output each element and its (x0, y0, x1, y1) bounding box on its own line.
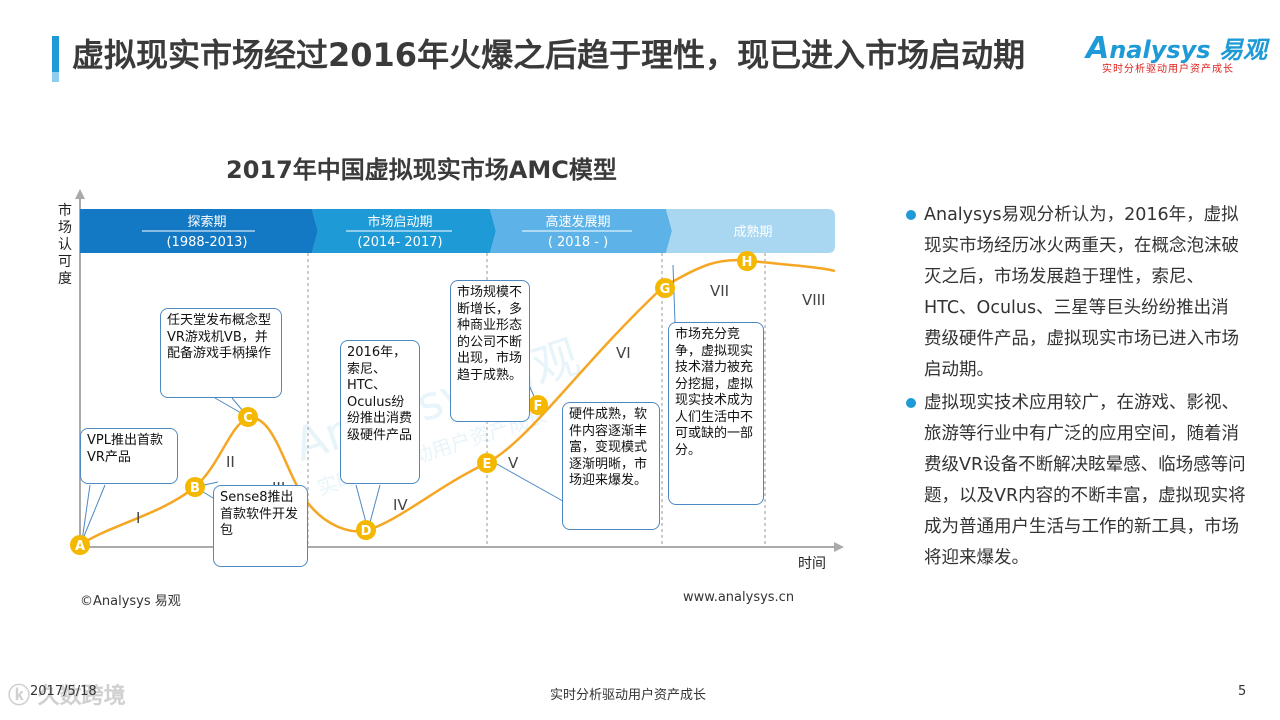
curve-point-marker (70, 535, 90, 555)
phase-period: (2014- 2017) (357, 235, 442, 250)
phase-banner-maturity (666, 209, 835, 253)
curve-point-label: D (361, 524, 372, 539)
callout-2016-hardware: 2016年，索尼、HTC、Oculus纷纷推出消费级硬件产品 (340, 340, 420, 484)
analysis-text: Analysys易观分析认为，2016年，虚拟现实市场经历冰火两重天，在概念泡沫… (924, 205, 1239, 380)
callout-pointer (494, 462, 571, 506)
bullet-icon (906, 398, 916, 408)
phase-name: 成熟期 (733, 224, 772, 240)
stage-label: IV (393, 496, 408, 514)
stage-label: VIII (802, 291, 826, 309)
analysis-list: Analysys易观分析认为，2016年，虚拟现实市场经历冰火两重天，在概念泡沫… (906, 200, 1246, 576)
analysis-item: Analysys易观分析认为，2016年，虚拟现实市场经历冰火两重天，在概念泡沫… (906, 200, 1246, 386)
curve-point-marker (737, 251, 757, 271)
amc-model-diagram: Analysys易观 实时分析驱动用户资产成长 探索期 (1988-2013) … (58, 189, 844, 572)
amc-curve (79, 258, 836, 547)
curve-point-marker (655, 278, 675, 298)
website-text: www.analysys.cn (683, 590, 795, 605)
phase-name: 探索期 (187, 215, 226, 230)
curve-point-h: H (737, 251, 757, 271)
stage-label: VII (710, 282, 729, 300)
stage-label: I (136, 509, 140, 527)
y-axis-label-char: 市 (58, 202, 72, 219)
curve-point-marker (477, 453, 497, 473)
x-axis-label: 时间 (798, 556, 826, 572)
stage-label: V (508, 454, 519, 472)
footer-date: 2017/5/18 (30, 684, 97, 699)
logo-wordmark: Analysys 易观 (1086, 30, 1267, 66)
curve-point-g: G (655, 278, 675, 298)
phase-name: 市场启动期 (367, 214, 432, 230)
curve-point-label: H (742, 255, 753, 270)
curve-point-e: E (477, 453, 497, 473)
phase-period: (1988-2013) (166, 235, 247, 250)
curve-point-label: G (660, 282, 671, 297)
callout-outbreak: 硬件成熟，软件内容逐渐丰富，变现模式逐渐明晰，市场迎来爆发。 (562, 402, 660, 530)
analysis-text: 虚拟现实技术应用较广，在游戏、影视、旅游等行业中有广泛的应用空间，随着消费级VR… (924, 393, 1246, 568)
stage-label: VI (616, 344, 631, 362)
callout-competition: 市场充分竞争，虚拟现实技术潜力被充分挖掘，虚拟现实技术成为人们生活中不可或缺的一… (668, 322, 764, 505)
y-axis-label-char: 度 (58, 271, 72, 287)
curve-point-c: C (238, 407, 258, 427)
y-axis-arrow (75, 189, 85, 199)
analysis-item: 虚拟现实技术应用较广，在游戏、影视、旅游等行业中有广泛的应用空间，随着消费级VR… (906, 388, 1246, 574)
logo-text: nalysys 易观 (1109, 36, 1267, 64)
y-axis-label-char: 认 (58, 237, 72, 253)
phase-period: ( 2018 - ) (548, 235, 608, 250)
logo-letter: A (1086, 31, 1110, 66)
curve-point-marker (528, 395, 548, 415)
curve-point-label: B (190, 481, 200, 496)
callout-pointer (672, 264, 695, 324)
analysys-logo: Analysys 易观 实时分析驱动用户资产成长 (1086, 30, 1267, 76)
page-number: 5 (1238, 684, 1247, 699)
diagram-title: 2017年中国虚拟现实市场AMC模型 (226, 156, 617, 184)
curve-point-marker (185, 477, 205, 497)
y-axis-label-char: 场 (58, 220, 72, 236)
copyright-text: ©Analysys 易观 (80, 594, 181, 609)
footer-slogan: 实时分析驱动用户资产成长 (550, 688, 707, 703)
logo-tagline: 实时分析驱动用户资产成长 (1102, 64, 1234, 75)
curve-point-label: A (75, 539, 85, 554)
phase-name: 高速发展期 (545, 214, 610, 230)
curve-point-f: F (528, 395, 548, 415)
callout-sense8: Sense8推出首款软件开发包 (213, 485, 308, 567)
x-axis-arrow (834, 542, 844, 552)
bullet-icon (906, 210, 916, 220)
stage-label: II (226, 453, 235, 471)
y-axis-label-char: 可 (58, 254, 72, 270)
title-accent-bar-light (52, 72, 59, 82)
curve-point-marker (238, 407, 258, 427)
curve-point-label: C (243, 411, 253, 426)
callout-market-growth: 市场规模不断增长，多种商业形态的公司不断出现，市场趋于成熟。 (450, 280, 530, 422)
curve-point-a: A (70, 535, 90, 555)
curve-point-d: D (356, 520, 376, 540)
curve-point-b: B (185, 477, 205, 497)
corner-watermark: ⓚ 久数跨境 (8, 684, 126, 709)
curve-point-label: E (483, 457, 492, 472)
callout-vpl: VPL推出首款VR产品 (80, 428, 178, 484)
callout-nintendo: 任天堂发布概念型VR游戏机VB，并配备游戏手柄操作 (160, 308, 282, 398)
curve-point-label: F (534, 399, 543, 414)
curve-point-marker (356, 520, 376, 540)
page-title: 虚拟现实市场经过2016年火爆之后趋于理性，现已进入市场启动期 (72, 36, 1026, 74)
title-accent-bar (52, 36, 59, 72)
